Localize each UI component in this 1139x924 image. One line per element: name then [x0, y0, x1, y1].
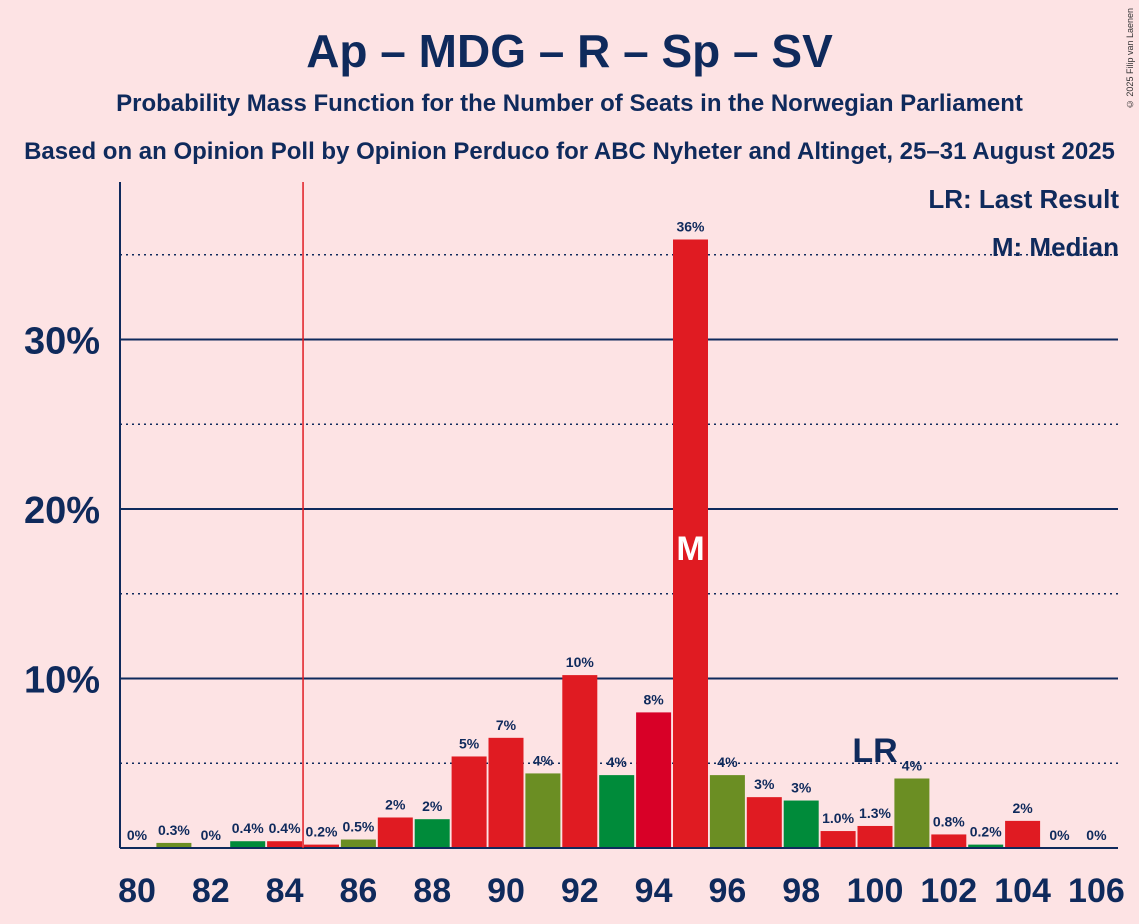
y-tick-label: 30%: [24, 321, 100, 363]
bar-value-label: 4%: [717, 754, 738, 770]
bar-85: [304, 844, 339, 848]
bar-86: [340, 839, 376, 848]
x-tick-label: 106: [1068, 872, 1125, 910]
bar-value-label: 5%: [459, 735, 480, 751]
bar-93: [599, 775, 635, 848]
x-tick-label: 80: [118, 872, 156, 910]
x-tick-label: 104: [994, 872, 1051, 910]
bar-99: [820, 831, 856, 848]
y-tick-label: 10%: [24, 660, 100, 702]
bar-value-label: 1.3%: [859, 805, 891, 821]
bar-value-label: 3%: [754, 776, 775, 792]
x-tick-label: 82: [192, 872, 230, 910]
chart-source: Based on an Opinion Poll by Opinion Perd…: [24, 138, 1115, 165]
bar-103: [968, 844, 1004, 848]
bar-91: [525, 773, 561, 848]
bar-90: [488, 737, 524, 848]
bar-92: [562, 675, 598, 848]
bar-value-label: 0.4%: [232, 820, 264, 836]
bar-81: [156, 842, 192, 848]
bar-97: [746, 797, 782, 848]
bar-83: [230, 841, 266, 848]
x-tick-label: 100: [847, 872, 904, 910]
legend-last-result: LR: Last Result: [928, 184, 1119, 214]
bar-value-label: 10%: [566, 654, 595, 670]
bar-96: [709, 775, 745, 848]
x-tick-label: 98: [782, 872, 820, 910]
chart-title: Ap – MDG – R – Sp – SV: [306, 25, 833, 77]
bar-value-label: 0.4%: [269, 820, 301, 836]
x-tick-label: 94: [635, 872, 673, 910]
bar-value-label: 0.8%: [933, 813, 965, 829]
x-tick-label: 102: [920, 872, 977, 910]
bar-value-label: 7%: [496, 717, 517, 733]
bar-value-label: 3%: [791, 780, 812, 796]
bar-104: [1005, 820, 1041, 848]
x-tick-label: 96: [708, 872, 746, 910]
bar-84: [267, 841, 303, 848]
bar-value-label: 4%: [902, 758, 923, 774]
bar-value-label: 0.3%: [158, 822, 190, 838]
bar-102: [931, 834, 967, 848]
bar-value-label: 2%: [1012, 800, 1033, 816]
y-tick-label: 20%: [24, 490, 100, 532]
bar-87: [377, 817, 413, 848]
bar-89: [451, 756, 487, 848]
bar-value-label: 1.0%: [822, 810, 854, 826]
x-tick-label: 90: [487, 872, 525, 910]
bar-value-label: 0%: [1086, 827, 1107, 843]
bar-88: [414, 819, 450, 848]
last-result-marker: LR: [852, 732, 897, 770]
x-tick-label: 92: [561, 872, 599, 910]
x-tick-label: 88: [413, 872, 451, 910]
x-tick-label: 84: [266, 872, 304, 910]
bar-value-label: 0%: [201, 827, 222, 843]
bar-value-label: 0.5%: [342, 819, 374, 835]
bar-value-label: 0%: [127, 827, 148, 843]
bar-value-label: 36%: [676, 218, 705, 234]
x-tick-label: 86: [339, 872, 377, 910]
bar-value-label: 8%: [643, 691, 664, 707]
bar-94: [636, 712, 672, 848]
bar-value-label: 4%: [533, 752, 554, 768]
median-marker: M: [676, 530, 704, 568]
bar-value-label: 2%: [385, 796, 406, 812]
bar-100: [857, 825, 893, 848]
bar-value-label: 0.2%: [306, 824, 338, 840]
bar-value-label: 0.2%: [970, 824, 1002, 840]
bar-95: [673, 239, 708, 848]
bar-101: [894, 778, 930, 848]
bar-98: [783, 800, 819, 848]
bar-value-label: 4%: [607, 754, 628, 770]
bar-value-label: 0%: [1049, 827, 1070, 843]
chart-subtitle: Probability Mass Function for the Number…: [116, 90, 1023, 117]
legend-median: M: Median: [991, 232, 1119, 262]
bar-value-label: 2%: [422, 798, 443, 814]
